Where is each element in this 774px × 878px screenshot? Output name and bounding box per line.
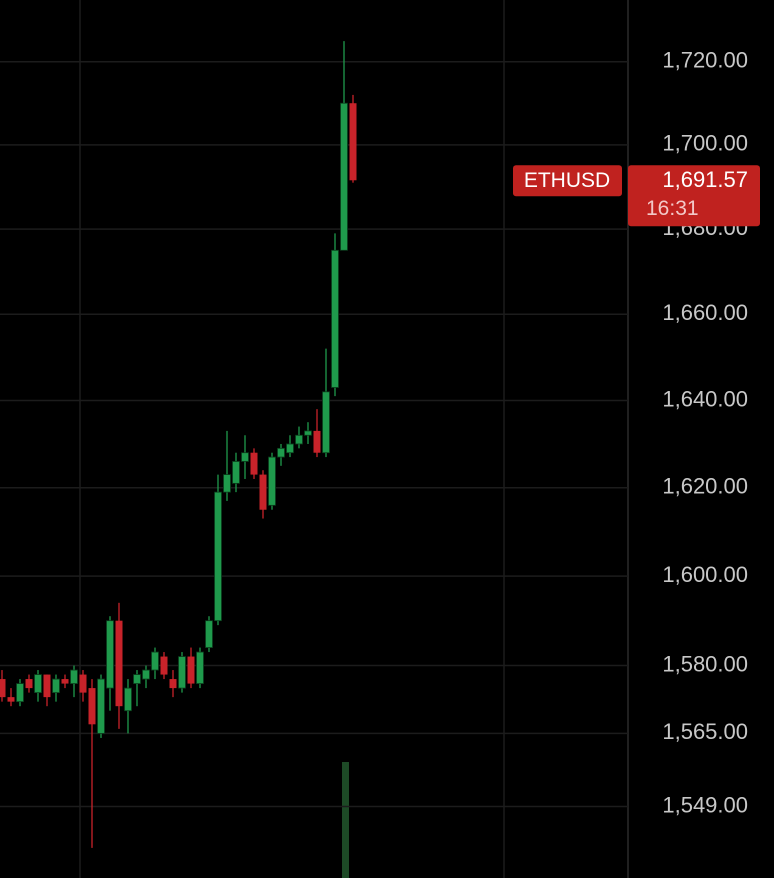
- countdown-label: 16:31: [646, 197, 699, 220]
- candle-body: [304, 430, 312, 436]
- y-tick-label: 1,640.00: [662, 386, 748, 411]
- candle-body: [196, 651, 204, 684]
- y-tick-label: 1,700.00: [662, 131, 748, 156]
- y-tick-label: 1,549.00: [662, 792, 748, 817]
- candle-body: [61, 679, 69, 684]
- candle-body: [322, 391, 330, 454]
- candle-body: [205, 620, 213, 648]
- candle-body: [286, 443, 294, 454]
- candle-body: [34, 674, 42, 694]
- candle-body: [88, 688, 96, 725]
- candle-body: [16, 683, 24, 703]
- candle-body: [223, 474, 231, 493]
- candle-body: [52, 678, 60, 694]
- candle-body: [232, 461, 240, 484]
- y-tick-label: 1,620.00: [662, 474, 748, 499]
- candle-body: [160, 656, 168, 675]
- candle-body: [115, 620, 123, 707]
- candle-body: [169, 679, 177, 689]
- candle-body: [151, 651, 159, 671]
- candle-body: [214, 491, 222, 622]
- volume-bar: [342, 762, 349, 878]
- candle-body: [295, 434, 303, 445]
- candle-body: [142, 669, 150, 680]
- symbol-badge: [513, 165, 622, 197]
- candle-body: [268, 456, 276, 506]
- candle-body: [79, 674, 87, 693]
- symbol-label: ETHUSD: [524, 169, 610, 192]
- y-tick-label: 1,600.00: [662, 562, 748, 587]
- price-badge: [628, 165, 760, 227]
- candle-body: [106, 620, 114, 689]
- candle-body: [178, 656, 186, 689]
- candle-body: [43, 674, 51, 698]
- candle-body: [133, 674, 141, 684]
- candle-body: [241, 452, 249, 462]
- y-tick-label: 1,720.00: [662, 48, 748, 73]
- y-tick-label: 1,660.00: [662, 300, 748, 325]
- last-price-label: 1,691.57: [662, 167, 748, 192]
- candle-body: [124, 687, 132, 712]
- candle-body: [7, 697, 15, 702]
- candle-body: [259, 474, 267, 510]
- candle-body: [349, 103, 357, 181]
- candle-body: [277, 447, 285, 458]
- candle-body: [187, 656, 195, 684]
- candle-body: [340, 102, 348, 251]
- y-tick-label: 1,565.00: [662, 719, 748, 744]
- candle-body: [25, 679, 33, 689]
- y-tick-label: 1,580.00: [662, 651, 748, 676]
- candle-body: [250, 452, 258, 475]
- candle-body: [313, 430, 321, 453]
- candle-body: [331, 249, 339, 388]
- candle-body: [97, 678, 105, 734]
- candle-body: [0, 679, 6, 698]
- candle-body: [70, 669, 78, 684]
